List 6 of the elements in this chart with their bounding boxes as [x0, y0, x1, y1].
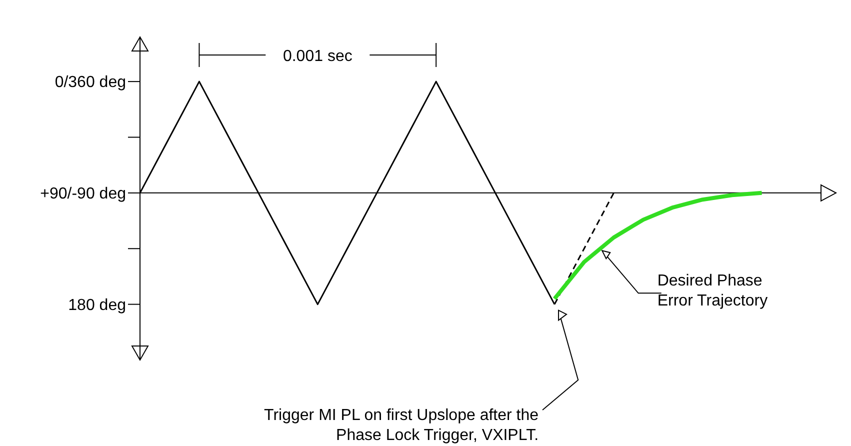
annotation: Desired Phase Error Trajectory [657, 272, 768, 310]
text: 180 deg [68, 296, 126, 314]
text: +90/-90 deg [40, 186, 126, 203]
text: 0/360 deg [54, 74, 126, 92]
text: 0.001 sec [282, 48, 352, 65]
text: Trigger MI PL on first Upslope after the Phase Lock Trigger, VXIPLT. [264, 407, 539, 444]
